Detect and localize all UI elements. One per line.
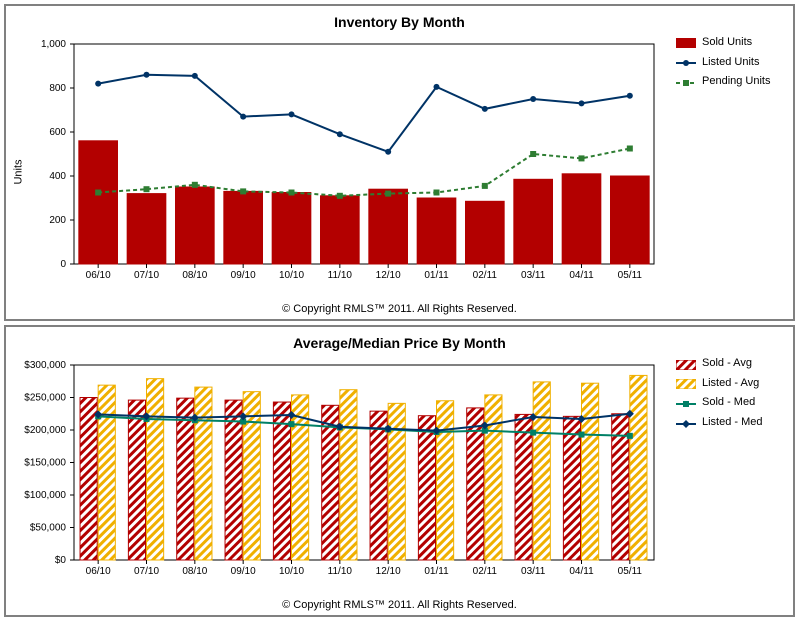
legend-item-listed_med: Listed - Med [676, 414, 763, 432]
svg-text:$100,000: $100,000 [24, 490, 66, 501]
legend-label: Listed - Med [702, 414, 763, 432]
legend-swatch [676, 378, 696, 388]
price-chart-svg: $0 $50,000 $100,000 $150,000 $200,000 $250,00… [14, 355, 664, 590]
svg-text:$0: $0 [55, 555, 67, 566]
svg-text:08/10: 08/10 [182, 566, 207, 577]
legend-item-sold_med: Sold - Med [676, 394, 763, 412]
price-copyright: © Copyright RMLS™ 2011. All Rights Reser… [14, 599, 785, 611]
price-chart-title: Average/Median Price By Month [14, 335, 785, 351]
svg-text:200: 200 [49, 215, 66, 226]
legend-label: Sold - Med [702, 394, 755, 412]
svg-text:10/10: 10/10 [279, 270, 304, 281]
inventory-legend: Sold Units Listed UnitsPending Units [676, 34, 771, 93]
svg-text:05/11: 05/11 [618, 566, 643, 577]
price-chart-panel: Average/Median Price By Month $0$50,000$… [4, 325, 795, 617]
svg-text:600: 600 [49, 127, 66, 138]
legend-item-listed_avg: Listed - Avg [676, 375, 763, 393]
legend-swatch [676, 418, 696, 428]
svg-text:800: 800 [49, 83, 66, 94]
legend-item-pending: Pending Units [676, 73, 771, 91]
legend-label: Sold - Avg [702, 355, 752, 373]
legend-label: Sold Units [702, 34, 752, 52]
svg-text:02/11: 02/11 [473, 566, 498, 577]
inventory-chart-title: Inventory By Month [14, 14, 785, 30]
svg-text:400: 400 [49, 171, 66, 182]
legend-swatch [676, 398, 696, 408]
svg-text:08/10: 08/10 [182, 270, 207, 281]
legend-swatch [676, 38, 696, 48]
svg-text:05/11: 05/11 [618, 270, 643, 281]
svg-text:04/11: 04/11 [569, 566, 594, 577]
legend-label: Listed Units [702, 54, 759, 72]
svg-text:02/11: 02/11 [473, 270, 498, 281]
svg-text:$50,000: $50,000 [30, 523, 67, 534]
svg-text:07/10: 07/10 [134, 566, 159, 577]
svg-text:12/10: 12/10 [376, 270, 401, 281]
legend-item-listed: Listed Units [676, 54, 771, 72]
svg-text:09/10: 09/10 [231, 270, 256, 281]
legend-label: Pending Units [702, 73, 771, 91]
svg-text:11/10: 11/10 [328, 270, 353, 281]
legend-item-sold: Sold Units [676, 34, 771, 52]
svg-text:07/10: 07/10 [134, 270, 159, 281]
inventory-chart-svg: 0 200 400 600 800 1,000 06/10 07/10 08/10 09/10 10… [14, 34, 664, 294]
inventory-y-axis-label: Units [13, 159, 25, 184]
legend-swatch [676, 57, 696, 67]
inventory-chart-panel: Inventory By Month Units 0 200 400 600 800 1,… [4, 4, 795, 321]
svg-text:01/11: 01/11 [424, 566, 449, 577]
svg-text:$200,000: $200,000 [24, 425, 66, 436]
svg-text:$150,000: $150,000 [24, 458, 66, 469]
price-legend: Sold - Avg Listed - AvgSold - Med Listed -… [676, 355, 763, 433]
svg-text:0: 0 [60, 259, 66, 270]
svg-text:$250,000: $250,000 [24, 393, 66, 404]
legend-label: Listed - Avg [702, 375, 759, 393]
svg-text:06/10: 06/10 [86, 270, 111, 281]
inventory-chart-area: Units 02004006008001,00006/1007/1008/100… [14, 34, 664, 297]
svg-text:09/10: 09/10 [231, 566, 256, 577]
legend-swatch [676, 359, 696, 369]
svg-text:11/10: 11/10 [328, 566, 353, 577]
legend-item-sold_avg: Sold - Avg [676, 355, 763, 373]
legend-swatch [676, 77, 696, 87]
svg-text:$300,000: $300,000 [24, 360, 66, 371]
price-chart-area: $0 $50,000 $100,000 $150,000 $200,000 $250,00… [14, 355, 664, 593]
svg-text:03/11: 03/11 [521, 566, 546, 577]
svg-text:06/10: 06/10 [86, 566, 111, 577]
inventory-copyright: © Copyright RMLS™ 2011. All Rights Reser… [14, 303, 785, 315]
svg-text:12/10: 12/10 [376, 566, 401, 577]
svg-text:04/11: 04/11 [569, 270, 594, 281]
svg-text:10/10: 10/10 [279, 566, 304, 577]
svg-text:1,000: 1,000 [41, 39, 66, 50]
svg-text:01/11: 01/11 [424, 270, 449, 281]
svg-text:03/11: 03/11 [521, 270, 546, 281]
